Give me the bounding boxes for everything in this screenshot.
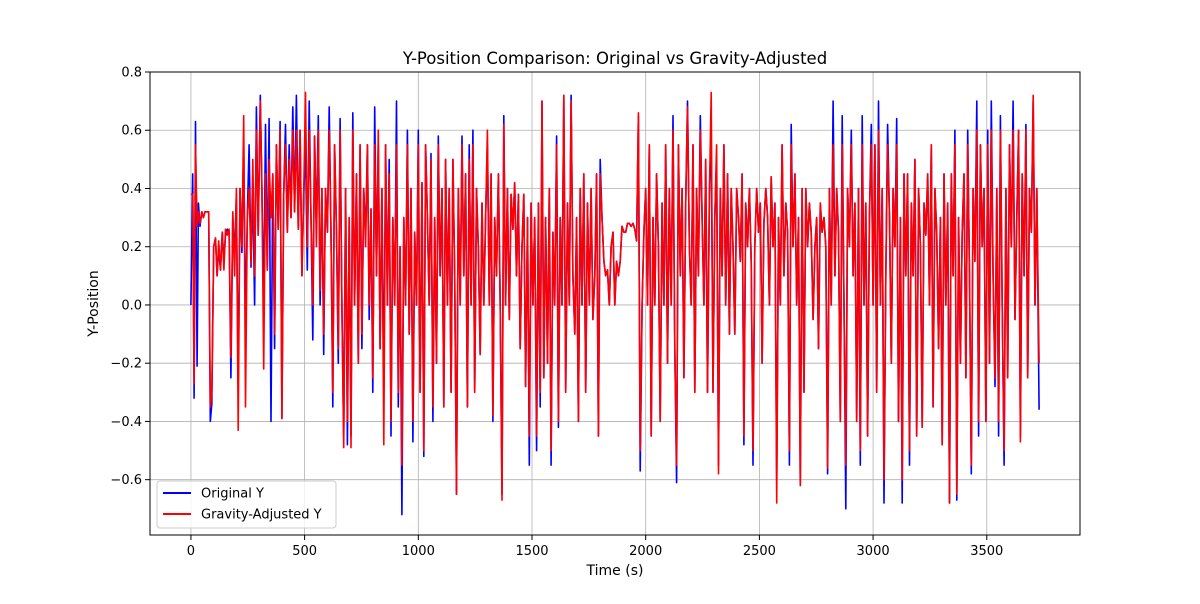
x-tick-label: 3500: [970, 544, 1003, 559]
x-tick-label: 3000: [857, 544, 890, 559]
y-tick-label: 0.8: [121, 66, 142, 81]
axis-ticks: 0 500 1000 1500 2000 2500 3000 3500 −0.6 −0.4 −0.2…: [110, 66, 1003, 560]
y-tick-label: −0.2: [110, 357, 142, 372]
x-tick-label: 2000: [629, 544, 662, 559]
y-tick-label: 0.4: [121, 182, 142, 197]
x-tick-label: 500: [292, 544, 317, 559]
legend-label-original-y: Original Y: [201, 487, 264, 502]
x-tick-label: 1500: [515, 544, 548, 559]
y-tick-label: 0.6: [121, 124, 142, 139]
x-tick-label: 1000: [402, 544, 435, 559]
plot-area-frame: [149, 71, 1081, 536]
y-tick-label: 0.0: [121, 298, 142, 313]
x-axis-label: Time (s): [586, 563, 644, 579]
y-tick-label: −0.6: [110, 473, 142, 488]
x-tick-label: 0: [187, 544, 195, 559]
series-lines: [190, 91, 1040, 516]
y-tick-label: 0.2: [121, 240, 142, 255]
y-tick-label: −0.4: [110, 415, 142, 430]
series-line-gravity-adjusted-y: [190, 91, 1040, 504]
chart-title: Y-Position Comparison: Original vs Gravi…: [402, 49, 827, 68]
legend-label-gravity-adjusted-y: Gravity-Adjusted Y: [201, 508, 322, 523]
x-tick-label: 2500: [743, 544, 776, 559]
legend: Original Y Gravity-Adjusted Y: [156, 480, 337, 529]
legend-box: [156, 480, 337, 529]
y-axis-label: Y-Position: [86, 270, 102, 337]
